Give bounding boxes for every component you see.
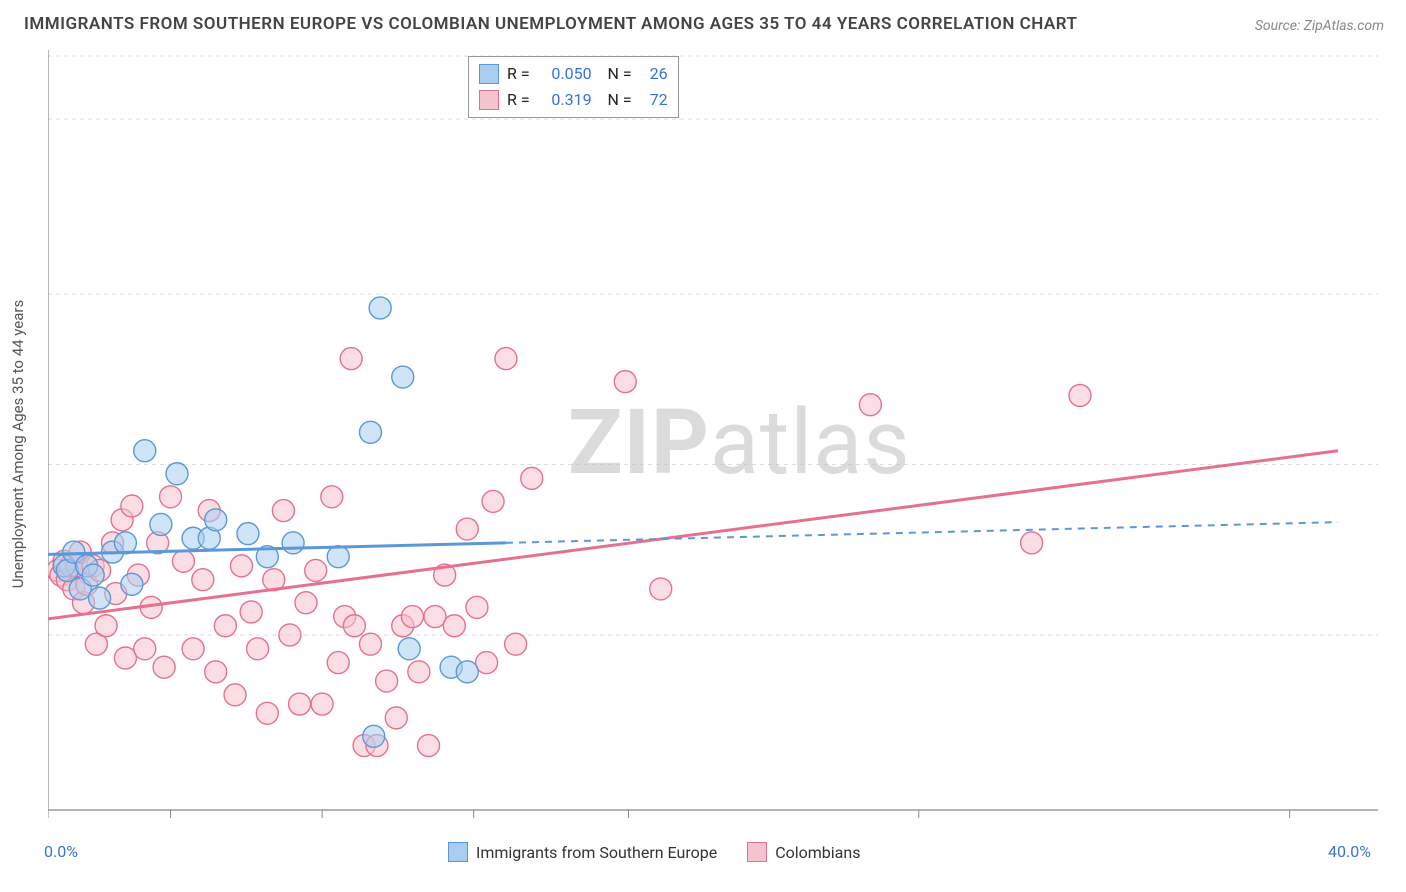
legend-label: Immigrants from Southern Europe — [476, 843, 717, 862]
n-value: 26 — [636, 61, 668, 87]
legend-label: Colombians — [775, 843, 860, 862]
scatter-plot: 3.8%7.5%11.2%15.0% — [48, 50, 1388, 838]
y-axis-label: Unemployment Among Ages 35 to 44 years — [9, 300, 27, 588]
legend-swatch — [479, 90, 499, 110]
legend-item: Colombians — [747, 842, 860, 862]
correlation-legend: R = 0.050 N = 26R = 0.319 N = 72 — [468, 56, 679, 118]
source-attribution: Source: ZipAtlas.com — [1255, 18, 1384, 34]
legend-swatch — [479, 64, 499, 84]
x-axis-max: 40.0% — [1328, 842, 1371, 861]
r-value: 0.319 — [534, 87, 592, 113]
series-legend: Immigrants from Southern Europe Colombian… — [448, 842, 860, 862]
legend-row: R = 0.050 N = 26 — [479, 61, 668, 87]
legend-swatch — [448, 842, 468, 862]
legend-item: Immigrants from Southern Europe — [448, 842, 717, 862]
x-axis-min: 0.0% — [44, 842, 78, 861]
legend-swatch — [747, 842, 767, 862]
r-value: 0.050 — [534, 61, 592, 87]
chart-title: IMMIGRANTS FROM SOUTHERN EUROPE VS COLOM… — [24, 14, 1077, 34]
n-value: 72 — [636, 87, 668, 113]
chart-area: Unemployment Among Ages 35 to 44 years 3… — [48, 50, 1388, 838]
legend-row: R = 0.319 N = 72 — [479, 87, 668, 113]
